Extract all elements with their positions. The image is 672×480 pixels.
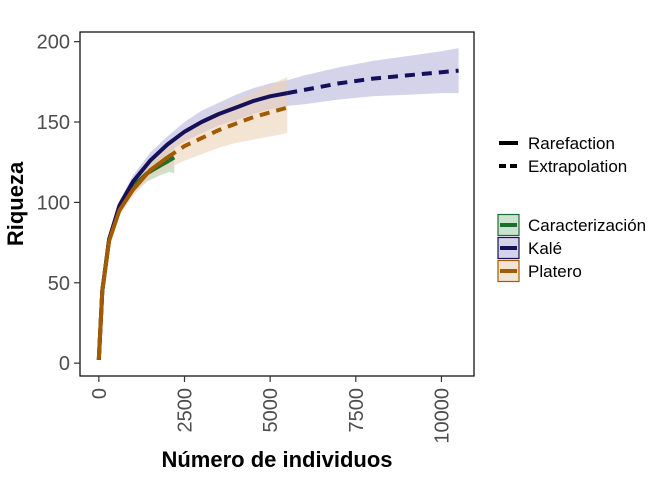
- x-tick-label: 2500: [174, 388, 196, 433]
- y-axis-ticks: 0 50 100 150 200: [37, 32, 80, 375]
- x-tick-label: 10000: [431, 388, 453, 444]
- band-platero: [98, 77, 288, 360]
- series-lines: [96, 68, 459, 361]
- legend-label-rarefaction: Rarefaction: [528, 134, 615, 153]
- legend-series: Caracterización Kalé Platero: [497, 213, 646, 283]
- y-tick-label: 200: [37, 32, 70, 54]
- band-kale: [98, 48, 459, 360]
- x-tick-label: 7500: [346, 388, 368, 433]
- y-tick-label: 50: [48, 273, 70, 295]
- plot-panel-border: [79, 31, 475, 377]
- line-extrapolation-platero: [166, 105, 288, 160]
- x-tick-label: 5000: [260, 388, 282, 433]
- line-rarefaction-platero: [96, 155, 169, 361]
- y-tick-label: 0: [59, 353, 70, 375]
- line-extrapolation-caracterizacion: [168, 155, 176, 163]
- x-axis-ticks: 0 2500 5000 7500 10000: [89, 376, 453, 444]
- legend-method: Rarefaction Extrapolation: [499, 134, 627, 176]
- legend-label-kale: Kalé: [528, 239, 562, 258]
- y-axis-title: Riqueza: [3, 161, 28, 246]
- y-tick-label: 100: [37, 192, 70, 214]
- legend-label-extrapolation: Extrapolation: [528, 157, 627, 176]
- y-tick-label: 150: [37, 112, 70, 134]
- legend-label-platero: Platero: [528, 262, 582, 281]
- line-extrapolation-kale: [286, 68, 459, 96]
- legend-label-caracterizacion: Caracterización: [528, 216, 646, 235]
- x-tick-label: 0: [89, 388, 111, 399]
- x-axis-title: Número de individuos: [161, 447, 392, 472]
